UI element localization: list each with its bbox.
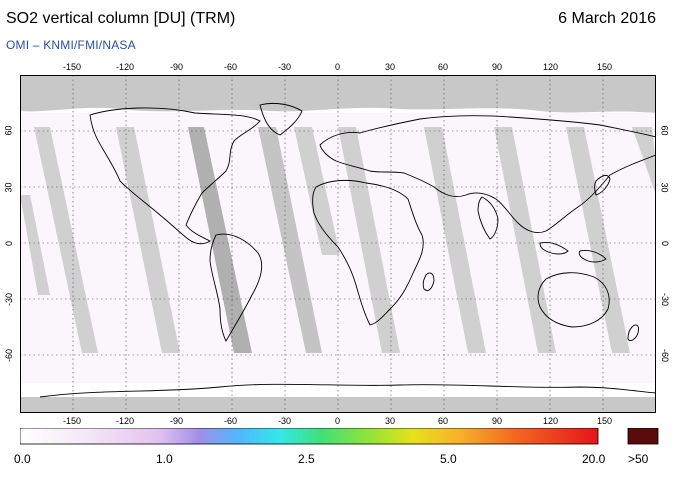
lon-tick-bottom: 60	[438, 416, 449, 426]
lat-tick-right: 60	[659, 125, 670, 136]
colorbar-gradient	[20, 428, 599, 445]
lat-tick-left: -60	[4, 348, 15, 363]
lon-tick-bottom: -90	[170, 416, 184, 426]
lon-tick-top: 0	[335, 62, 341, 72]
lat-tick-right: -60	[660, 348, 671, 363]
coastlines	[39, 102, 656, 398]
lon-tick-top: 90	[492, 62, 503, 72]
map-date: 6 March 2016	[558, 10, 656, 27]
data-credit: OMI – KNMI/FMI/NASA	[6, 38, 136, 52]
lat-tick-left: -30	[4, 292, 15, 307]
lon-tick-top: 120	[543, 62, 559, 72]
lon-tick-top: 60	[438, 62, 449, 72]
lon-tick-bottom: -30	[278, 416, 292, 426]
lat-tick-left: 0	[4, 240, 15, 247]
colorbar-label: 2.5	[298, 452, 315, 466]
map-frame	[20, 75, 656, 413]
colorbar-label: 1.0	[156, 452, 173, 466]
lon-tick-bottom: 120	[543, 416, 559, 426]
lon-tick-bottom: 30	[385, 416, 396, 426]
lon-tick-bottom: 90	[492, 416, 503, 426]
lon-tick-top: 30	[385, 62, 396, 72]
colorbar-label: 5.0	[440, 452, 457, 466]
lon-tick-top: -60	[224, 62, 238, 72]
colorbar-label: 0.0	[14, 452, 31, 466]
lon-tick-bottom: 150	[597, 416, 613, 426]
so2-world-map	[20, 75, 656, 413]
lon-tick-top: -30	[278, 62, 292, 72]
lon-tick-top: -120	[116, 62, 135, 72]
lat-tick-right: -30	[660, 292, 671, 307]
lat-tick-left: 60	[3, 125, 14, 136]
lon-tick-top: -90	[170, 62, 184, 72]
colorbar-saturation-box	[627, 428, 659, 445]
lon-tick-top: 150	[597, 62, 613, 72]
map-title: SO2 vertical column [DU] (TRM)	[6, 10, 236, 27]
colorbar-label: 20.0	[582, 452, 606, 466]
colorbar-saturation-label: >50	[628, 452, 649, 466]
swath-gaps	[20, 127, 656, 353]
lon-tick-bottom: -150	[63, 416, 82, 426]
lat-tick-right: 0	[660, 240, 671, 247]
lon-tick-bottom: -60	[224, 416, 238, 426]
lon-tick-bottom: -120	[116, 416, 135, 426]
lon-tick-top: -150	[63, 62, 82, 72]
lon-tick-bottom: 0	[335, 416, 341, 426]
lat-tick-left: 30	[3, 182, 14, 193]
lat-tick-right: 30	[659, 182, 670, 193]
colorbar	[20, 428, 659, 445]
